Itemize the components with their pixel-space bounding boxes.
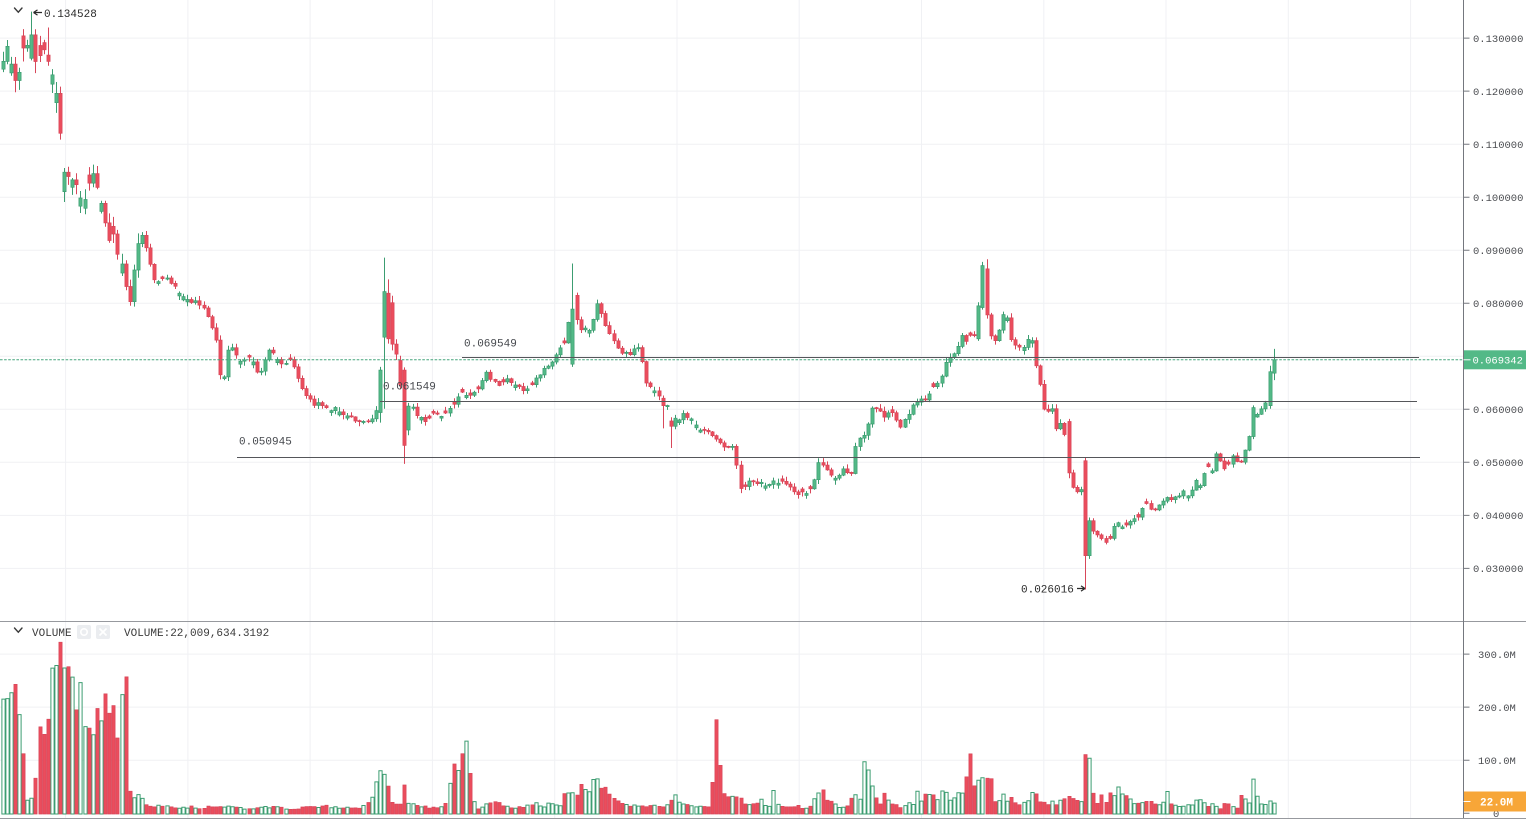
svg-text:0.110000: 0.110000 (1473, 140, 1523, 152)
svg-text:0.026016: 0.026016 (1021, 585, 1074, 597)
svg-text:0.050000: 0.050000 (1473, 458, 1523, 470)
svg-text:0: 0 (1493, 809, 1499, 820)
svg-text:0.130000: 0.130000 (1473, 34, 1523, 46)
svg-text:200.0M: 200.0M (1478, 703, 1516, 715)
svg-text:0.100000: 0.100000 (1473, 193, 1523, 205)
svg-text:0.120000: 0.120000 (1473, 87, 1523, 99)
svg-text:0.030000: 0.030000 (1473, 564, 1523, 576)
svg-text:300.0M: 300.0M (1478, 650, 1516, 662)
svg-text:0.080000: 0.080000 (1473, 299, 1523, 311)
svg-text:0.134528: 0.134528 (44, 9, 97, 21)
svg-text:VOLUME: VOLUME (32, 628, 72, 640)
svg-text:0.090000: 0.090000 (1473, 246, 1523, 258)
svg-text:0.050945: 0.050945 (239, 437, 292, 449)
svg-text:22.0M: 22.0M (1480, 797, 1513, 809)
svg-text:0.040000: 0.040000 (1473, 511, 1523, 523)
svg-text:0.069342: 0.069342 (1473, 356, 1523, 368)
svg-text:0.060000: 0.060000 (1473, 405, 1523, 417)
svg-text:100.0M: 100.0M (1478, 756, 1516, 768)
svg-text:0.069549: 0.069549 (464, 339, 517, 351)
svg-text:VOLUME:22,009,634.3192: VOLUME:22,009,634.3192 (124, 628, 269, 640)
svg-text:0.061549: 0.061549 (383, 382, 436, 394)
